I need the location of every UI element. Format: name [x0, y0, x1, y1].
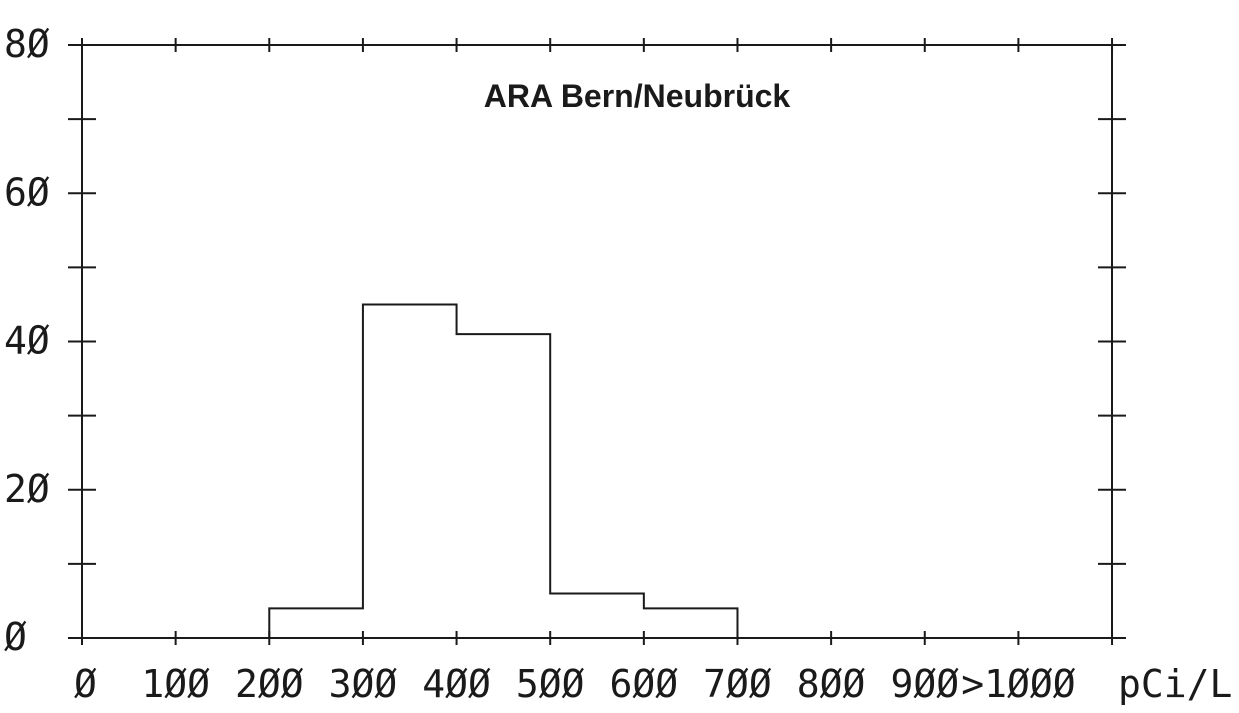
x-tick-label: 6ØØ	[610, 662, 679, 706]
y-tick-label: 6Ø	[4, 170, 50, 214]
histogram-outline	[268, 303, 739, 638]
histogram-bar	[269, 608, 363, 638]
tick-labels: Ø 1ØØ 2ØØ 3ØØ 4ØØ 5ØØ 6ØØ 7ØØ 8ØØ 9ØØ >1ØØØ Ø 2Ø 4Ø 6Ø…	[4, 22, 1076, 706]
histogram-bar	[363, 304, 457, 638]
y-tick-label: 4Ø	[4, 319, 50, 363]
x-tick-label: 1ØØ	[141, 662, 210, 706]
x-tick-label: 9ØØ	[890, 662, 959, 706]
x-tick-label: 5ØØ	[516, 662, 585, 706]
x-tick-label: Ø	[74, 662, 97, 706]
y-tick-label: Ø	[4, 615, 27, 659]
chart-title: ARA Bern/Neubrück	[484, 78, 791, 114]
histogram-bins	[269, 304, 737, 638]
y-tick-label: 8Ø	[4, 22, 50, 66]
x-axis-label: pCi/L	[1118, 662, 1232, 706]
x-tick-label: 3ØØ	[329, 662, 398, 706]
axes	[81, 44, 1113, 639]
histogram-bar	[644, 608, 738, 638]
x-tick-label: 7ØØ	[703, 662, 772, 706]
ticks	[68, 38, 1126, 645]
x-tick-label: 4ØØ	[422, 662, 491, 706]
histogram-bar	[550, 594, 644, 638]
x-tick-label: >1ØØØ	[961, 662, 1076, 706]
histogram-bar	[457, 334, 551, 638]
y-tick-label: 2Ø	[4, 467, 50, 511]
x-tick-label: 2ØØ	[235, 662, 304, 706]
plot-frame	[81, 44, 1113, 639]
x-tick-label: 8ØØ	[797, 662, 866, 706]
